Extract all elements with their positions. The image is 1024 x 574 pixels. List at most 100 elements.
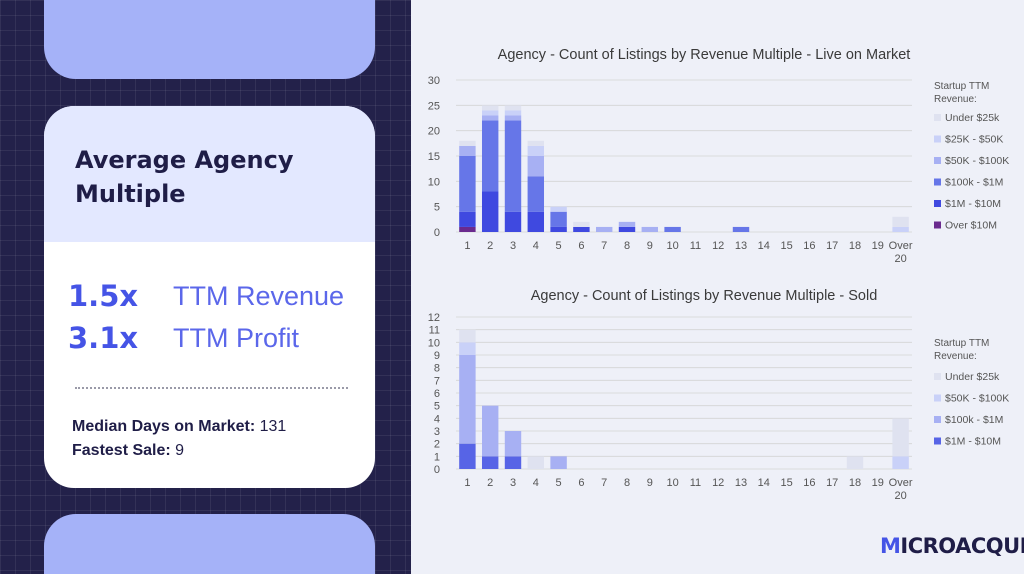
y-tick-label: 4	[434, 413, 440, 425]
bar-segment	[573, 221, 590, 227]
chart-title: Agency - Count of Listings by Revenue Mu…	[498, 47, 911, 63]
x-tick-label: 17	[826, 477, 838, 489]
bar-segment	[459, 443, 476, 469]
x-tick-label: 8	[624, 240, 630, 252]
bar-segment	[846, 456, 864, 469]
y-tick-label: 12	[428, 312, 440, 324]
bar-segment	[481, 456, 499, 469]
x-tick-label: 16	[803, 240, 815, 252]
dotted-divider	[75, 387, 348, 389]
legend-label: Under $25k	[945, 371, 1000, 383]
card-title: Average Agency Multiple	[75, 146, 294, 208]
bar-segment	[550, 456, 567, 469]
x-tick-label: 1	[464, 477, 470, 489]
bar-segment	[504, 120, 522, 212]
bar-segment	[595, 226, 613, 232]
bar-segment	[892, 226, 909, 232]
y-tick-label: 2	[434, 439, 440, 451]
x-tick-label: 10	[666, 477, 678, 489]
bar-segment	[504, 431, 522, 457]
legend-label: $50K - $100K	[945, 393, 1009, 405]
bar-segment	[527, 145, 545, 156]
bar-segment	[641, 226, 659, 232]
legend-label: $50K - $100K	[945, 155, 1009, 167]
bar-segment	[481, 120, 499, 192]
legend-label: $1M - $10M	[945, 436, 1001, 448]
median-days-value: 131	[259, 418, 287, 435]
bar-segment	[459, 140, 476, 146]
legend-swatch	[934, 416, 941, 423]
bar-segment	[504, 110, 522, 116]
y-tick-label: 8	[434, 363, 440, 375]
legend-swatch	[934, 178, 941, 186]
bar-segment	[618, 226, 636, 232]
x-tick-label: 15	[780, 477, 792, 489]
microacquire-logo: MICROACQUIRE	[880, 534, 1024, 558]
legend-title-line: Revenue:	[934, 94, 977, 105]
y-tick-label: 6	[434, 388, 440, 400]
x-tick-label: 11	[690, 240, 701, 252]
x-tick-label: 5	[556, 477, 562, 489]
revenue-multiple-label: TTM Revenue	[173, 281, 345, 311]
logo-letter-m: M	[880, 534, 901, 558]
bar-segment	[504, 211, 522, 232]
bar-segment	[892, 418, 909, 457]
revenue-multiple-value: 1.5x	[68, 279, 139, 313]
x-tick-label: 7	[601, 240, 607, 252]
legend-label: $1M - $10M	[945, 198, 1001, 210]
x-tick-label: 16	[803, 477, 815, 489]
bar-segment	[481, 191, 499, 232]
x-tick-label: Over	[889, 240, 913, 252]
legend-label: $100k - $1M	[945, 177, 1003, 189]
decorative-tab-top	[44, 0, 375, 79]
bar-segment	[459, 329, 476, 343]
median-days-stat: Median Days on Market: 131	[72, 418, 286, 436]
y-tick-label: 15	[428, 151, 440, 163]
legend-swatch	[934, 394, 941, 402]
y-tick-label: 9	[434, 350, 440, 362]
x-tick-label: 10	[666, 240, 678, 252]
bar-segment	[892, 216, 909, 227]
logo-wordmark: ICROACQUIRE	[900, 534, 1024, 558]
legend-label: $25K - $50K	[945, 134, 1003, 146]
x-tick-label: 3	[510, 240, 516, 252]
bar-segment	[459, 156, 476, 212]
y-tick-label: 7	[434, 375, 440, 387]
y-tick-label: 0	[434, 227, 440, 239]
x-tick-label: 8	[624, 477, 630, 489]
legend-swatch	[934, 373, 941, 380]
bar-segment	[573, 226, 590, 232]
legend-swatch	[934, 221, 941, 229]
x-tick-label: 3	[510, 477, 516, 489]
x-tick-label: 13	[735, 477, 747, 489]
x-tick-label: 12	[712, 477, 724, 489]
bar-segment	[732, 226, 750, 232]
y-tick-label: 30	[428, 75, 440, 87]
profit-multiple-label: TTM Profit	[173, 323, 299, 353]
x-tick-label: 9	[647, 240, 653, 252]
x-tick-label: 12	[712, 240, 724, 252]
x-tick-label: 20	[894, 253, 906, 265]
fastest-sale-value: 9	[175, 442, 185, 459]
legend-title: Startup TTM Revenue:	[934, 81, 989, 105]
x-tick-label: 4	[533, 477, 539, 489]
x-tick-label: 1	[464, 240, 470, 252]
bar-segment	[459, 342, 476, 355]
legend-title: Startup TTM Revenue:	[934, 338, 989, 362]
x-tick-label: 4	[533, 240, 539, 252]
bar-segment	[550, 226, 567, 232]
bar-segment	[527, 211, 545, 232]
live-on-market-chart: Agency - Count of Listings by Revenue Mu…	[428, 47, 1009, 265]
legend-title-line: Revenue:	[934, 351, 977, 362]
bar-segment	[527, 140, 545, 146]
x-tick-label: 6	[578, 240, 584, 252]
fastest-sale-stat: Fastest Sale: 9	[72, 442, 184, 460]
bar-segment	[481, 105, 499, 111]
x-tick-label: 19	[872, 240, 884, 252]
x-tick-label: 19	[872, 477, 884, 489]
y-tick-label: 1	[434, 451, 440, 463]
y-tick-label: 20	[428, 126, 440, 138]
bar-segment	[664, 226, 681, 232]
y-tick-label: 0	[434, 464, 440, 476]
x-tick-label: 14	[758, 477, 770, 489]
